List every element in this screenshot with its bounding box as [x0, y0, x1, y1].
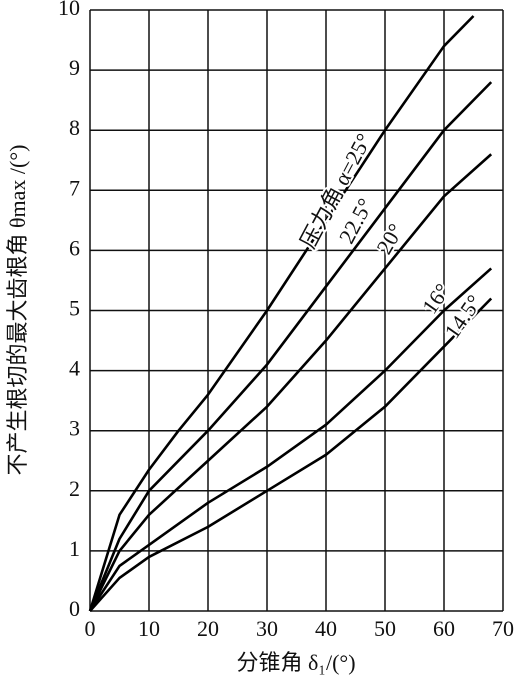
y-tick-label: 0	[69, 596, 80, 621]
x-tick-label: 70	[492, 616, 514, 641]
line-label: 16°	[417, 279, 455, 319]
x-tick-label: 40	[315, 616, 337, 641]
x-tick-label: 20	[197, 616, 219, 641]
y-tick-label: 3	[69, 416, 80, 441]
y-axis-title: 不产生根切的最大齿根角 θmax /(°)	[5, 145, 30, 476]
y-tick-label: 7	[69, 175, 80, 200]
y-tick-label: 2	[69, 476, 80, 501]
x-tick-label: 50	[374, 616, 396, 641]
line-label: 20°	[371, 219, 408, 258]
x-tick-label: 60	[433, 616, 455, 641]
line-series	[89, 297, 493, 612]
y-tick-label: 1	[69, 536, 80, 561]
x-tick-label: 0	[85, 616, 96, 641]
x-tick-label: 10	[138, 616, 160, 641]
line-series	[88, 267, 493, 612]
line-series	[88, 15, 475, 612]
line-series	[88, 81, 493, 612]
line-series	[88, 153, 493, 612]
y-tick-label: 10	[58, 0, 80, 20]
y-tick-label: 6	[69, 235, 80, 260]
x-axis-title: 分锥角 δ₁/(°)	[236, 650, 355, 675]
x-tick-label: 30	[256, 616, 278, 641]
y-tick-label: 9	[69, 55, 80, 80]
y-tick-label: 8	[69, 115, 80, 140]
y-tick-label: 5	[69, 296, 80, 321]
y-tick-label: 4	[69, 356, 80, 381]
